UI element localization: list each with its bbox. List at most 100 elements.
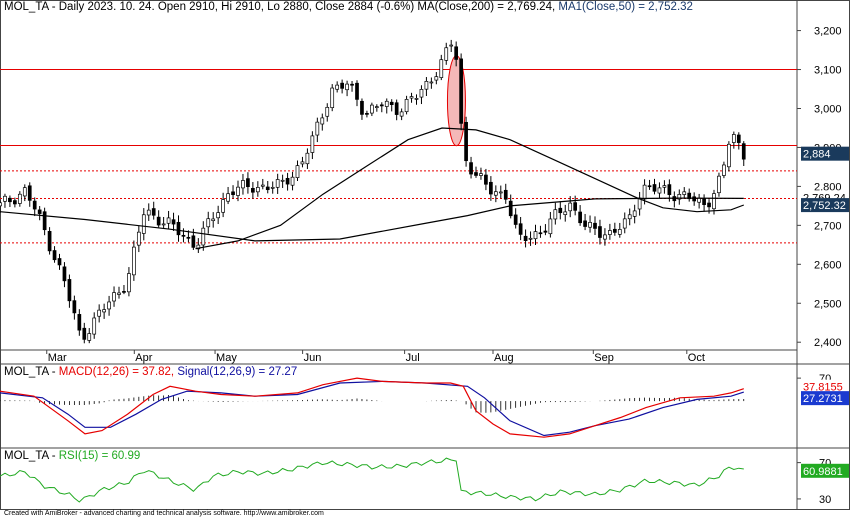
candle-body bbox=[647, 185, 652, 188]
candle-body bbox=[92, 317, 97, 335]
candle-body bbox=[57, 258, 62, 266]
candle-body bbox=[414, 98, 419, 100]
x-month-label: Jun bbox=[304, 352, 322, 364]
candle-body bbox=[325, 106, 330, 117]
x-month-label: Jul bbox=[406, 352, 420, 364]
candle-body bbox=[439, 59, 444, 78]
candle-body bbox=[8, 197, 12, 203]
candle-body bbox=[702, 198, 706, 205]
y-tick-label: 2,400 bbox=[814, 337, 842, 349]
x-month-label: Aug bbox=[494, 352, 514, 364]
candle-body bbox=[265, 186, 270, 191]
candle-body bbox=[87, 333, 92, 341]
candle-body bbox=[394, 102, 399, 115]
candle-body bbox=[608, 230, 612, 235]
candle-body bbox=[275, 179, 280, 188]
candle-body bbox=[340, 82, 344, 89]
candle-body bbox=[736, 134, 741, 143]
candle-body bbox=[37, 209, 42, 214]
candle-body bbox=[295, 165, 300, 178]
candle-body bbox=[320, 117, 325, 125]
last-price-badge-bg bbox=[801, 146, 849, 161]
candle-body bbox=[13, 200, 17, 205]
candle-body bbox=[196, 244, 201, 250]
candle-body bbox=[181, 234, 186, 237]
candle-body bbox=[42, 211, 47, 231]
ma50-badge: 2,752.32 bbox=[803, 200, 846, 212]
candle-body bbox=[543, 230, 548, 233]
candle-body bbox=[518, 223, 523, 235]
ma50-badge-bg bbox=[801, 198, 849, 213]
candle-body bbox=[409, 96, 414, 99]
candle-body bbox=[67, 279, 72, 302]
candle-body bbox=[593, 222, 597, 229]
candle-body bbox=[523, 235, 528, 241]
candle-body bbox=[622, 218, 627, 229]
candle-body bbox=[62, 266, 67, 282]
macd-badge: 37.8155 bbox=[803, 382, 843, 394]
candle-body bbox=[667, 184, 672, 195]
candle-body bbox=[464, 121, 468, 162]
candle-body bbox=[305, 152, 310, 165]
x-month-label: Sep bbox=[594, 352, 614, 364]
candle-body bbox=[151, 208, 156, 216]
candle-body bbox=[479, 173, 483, 176]
candle-body bbox=[216, 212, 221, 219]
x-month-label: May bbox=[216, 352, 237, 364]
candle-body bbox=[583, 220, 587, 227]
candle-body bbox=[370, 104, 374, 114]
candle-body bbox=[677, 194, 682, 200]
candle-body bbox=[350, 83, 354, 86]
macd-badge-bg bbox=[801, 379, 849, 394]
candle-body bbox=[563, 211, 568, 215]
signal-label: Signal(12,26,9) = 27.27 bbox=[177, 366, 298, 378]
candle-body bbox=[211, 218, 216, 222]
macd-prefix: MOL_TA - bbox=[4, 366, 59, 378]
candle-body bbox=[255, 187, 260, 193]
candle-body bbox=[612, 228, 617, 233]
candle-body bbox=[627, 214, 632, 220]
main-chart-header: MOL_TA - Daily 2023. 10. 24. Open 2910, … bbox=[4, 1, 693, 13]
macd-line bbox=[0, 377, 744, 438]
candle-body bbox=[141, 214, 146, 234]
rsi-line bbox=[0, 457, 744, 503]
candle-body bbox=[355, 82, 359, 100]
candle-body bbox=[731, 134, 736, 143]
x-month-label: Oct bbox=[688, 352, 705, 364]
candle-body bbox=[300, 161, 305, 165]
candle-body bbox=[260, 184, 265, 187]
ma50-line bbox=[195, 127, 745, 250]
candle-body bbox=[419, 89, 424, 98]
candle-body bbox=[424, 80, 429, 90]
candle-body bbox=[176, 221, 181, 236]
footer-credit: Created with AmiBroker - advanced charti… bbox=[4, 510, 324, 517]
signal-line bbox=[0, 380, 744, 437]
candle-body bbox=[0, 202, 2, 207]
x-month-label: Apr bbox=[135, 352, 152, 364]
macd-header: MOL_TA - MACD(12,26) = 37.82, Signal(12,… bbox=[4, 366, 297, 378]
candle-body bbox=[682, 191, 687, 195]
last-price-badge: 2,884 bbox=[803, 149, 831, 161]
candle-body bbox=[474, 172, 478, 176]
candle-body bbox=[221, 199, 225, 213]
candle-body bbox=[102, 309, 106, 313]
candle-body bbox=[365, 113, 369, 115]
y-tick-label: 2,600 bbox=[814, 259, 842, 271]
candle-body bbox=[568, 202, 573, 212]
candle-body bbox=[449, 44, 454, 47]
candle-body bbox=[573, 202, 578, 211]
candle-body bbox=[603, 234, 607, 240]
candle-body bbox=[652, 184, 657, 192]
candle-body bbox=[310, 135, 315, 153]
candle-body bbox=[399, 111, 404, 117]
rsi-y-tick-label: 30 bbox=[819, 494, 831, 506]
candle-body bbox=[345, 83, 349, 91]
candle-body bbox=[77, 314, 82, 331]
candle-body bbox=[389, 101, 394, 105]
candle-body bbox=[241, 180, 245, 189]
candle-body bbox=[97, 309, 102, 317]
candle-body bbox=[513, 214, 518, 225]
candle-body bbox=[335, 84, 340, 90]
